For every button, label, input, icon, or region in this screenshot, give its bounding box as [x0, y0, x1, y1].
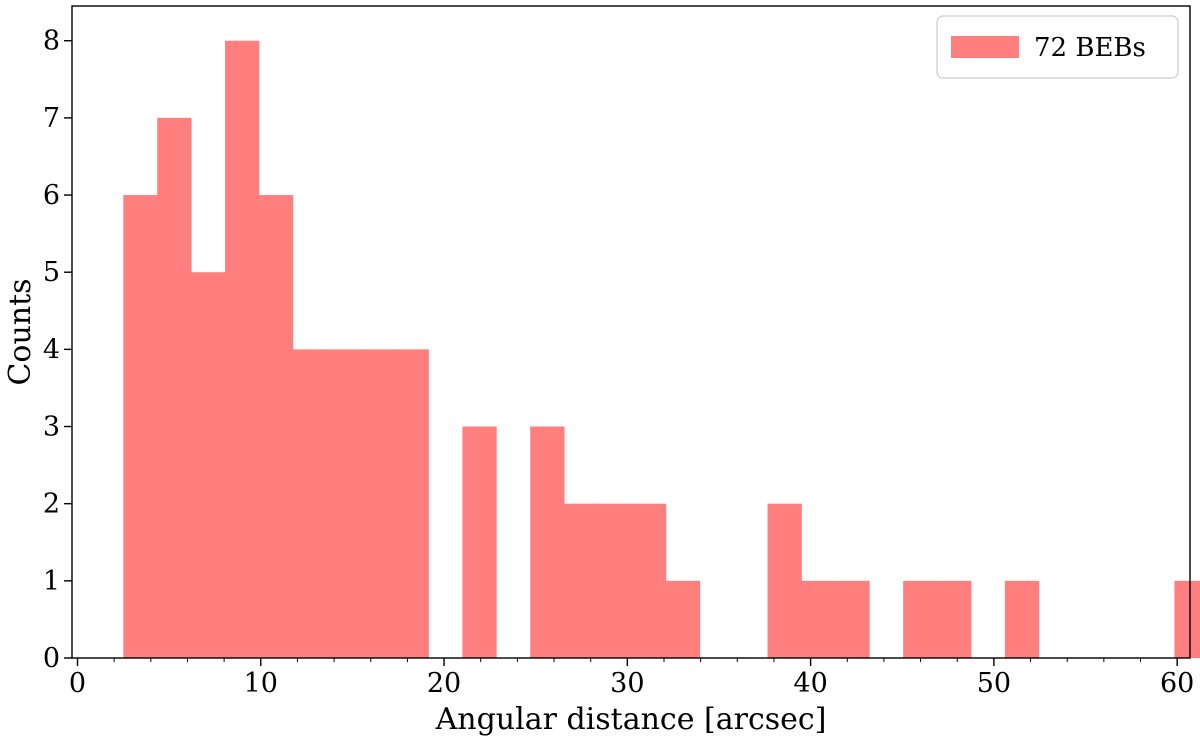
y-tick-label: 5 — [43, 257, 60, 288]
legend: 72 BEBs — [936, 15, 1179, 79]
y-tick-label: 2 — [43, 489, 60, 520]
histogram-bar — [292, 349, 328, 658]
histogram-bar — [631, 503, 667, 658]
histogram-bar — [157, 117, 192, 658]
x-tick-label: 0 — [69, 668, 86, 699]
histogram-bar — [767, 503, 802, 658]
histogram-bar — [123, 195, 158, 659]
axes-group: 0 10 20 30 40 50 60 0 1 2 3 4 5 6 7 8 — [43, 26, 1195, 699]
histogram-bar — [191, 272, 226, 658]
histogram-bar — [326, 349, 362, 658]
legend-label: 72 BEBs — [1034, 33, 1146, 63]
histogram-bar — [835, 580, 870, 658]
histogram-bar — [360, 349, 395, 658]
x-tick-label: 60 — [1160, 668, 1194, 699]
histogram-bar — [801, 580, 836, 658]
y-tick-label: 0 — [43, 643, 60, 674]
x-tick-label: 20 — [427, 668, 461, 699]
histogram-bar — [1004, 580, 1040, 658]
x-tick-label: 40 — [793, 668, 827, 699]
histogram-bar — [225, 40, 260, 659]
histogram-bar — [564, 503, 599, 658]
histogram-bar — [462, 426, 497, 658]
legend-box — [936, 15, 1179, 79]
histogram-bar — [937, 580, 972, 658]
histogram-bar — [598, 503, 633, 658]
x-tick-label: 10 — [244, 668, 278, 699]
histogram-bar — [394, 349, 429, 658]
x-tick-label: 50 — [977, 668, 1011, 699]
x-axis-label: Angular distance [arcsec] — [435, 702, 827, 737]
y-axis-label: Counts — [3, 278, 38, 385]
histogram-bar — [665, 580, 701, 658]
bars-group — [123, 40, 1200, 659]
y-tick-label: 8 — [43, 26, 60, 57]
histogram-bar — [1174, 580, 1200, 658]
x-tick-label: 30 — [610, 668, 644, 699]
y-tick-label: 4 — [43, 334, 60, 365]
y-tick-label: 7 — [43, 103, 60, 134]
plot-frame — [71, 5, 1191, 659]
y-tick-label: 3 — [43, 412, 60, 443]
histogram-bar — [258, 195, 294, 659]
histogram-bar — [903, 580, 938, 658]
legend-swatch — [951, 36, 1019, 58]
histogram-bar — [530, 426, 565, 658]
y-tick-label: 6 — [43, 180, 60, 211]
y-tick-label: 1 — [43, 566, 60, 597]
